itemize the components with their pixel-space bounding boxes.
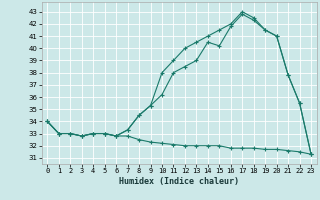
X-axis label: Humidex (Indice chaleur): Humidex (Indice chaleur) [119, 177, 239, 186]
